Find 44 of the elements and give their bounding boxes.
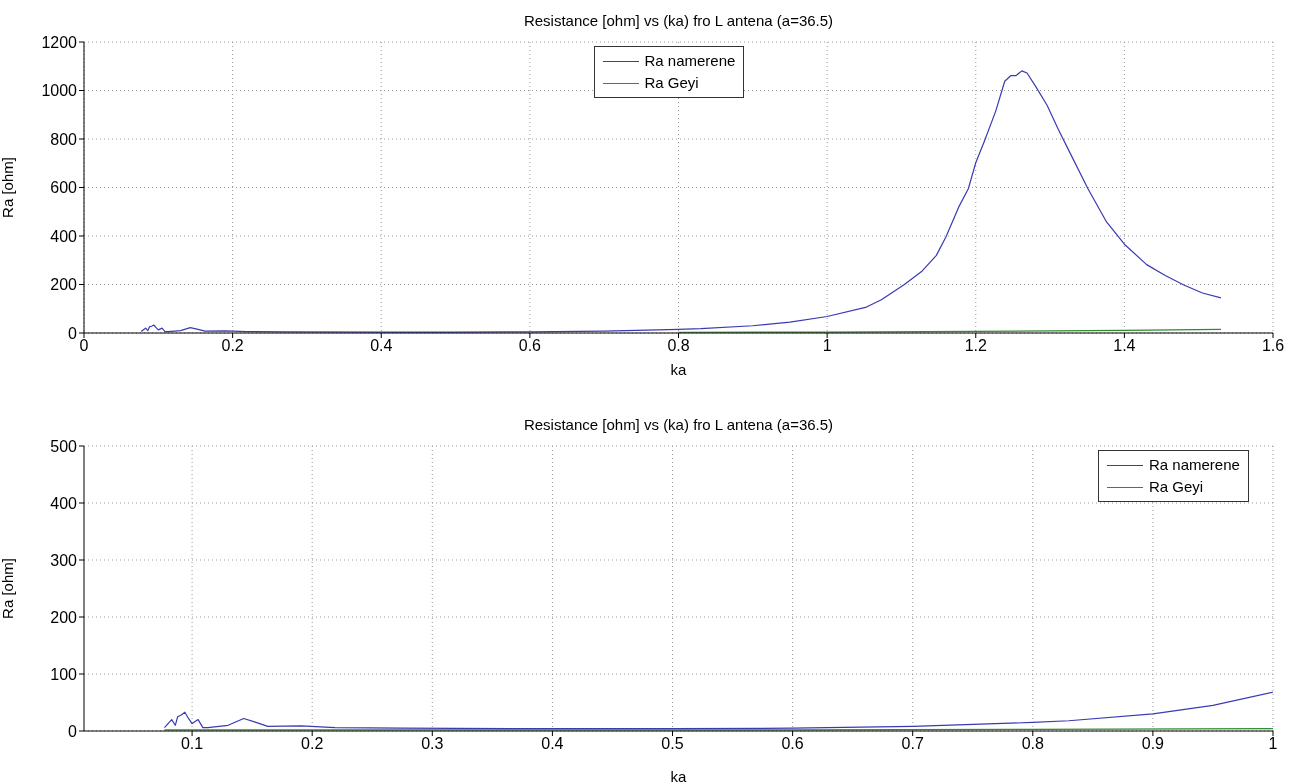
y-tick-label: 100: [50, 665, 78, 683]
line-series: [140, 70, 1222, 333]
y-tick-label: 0: [68, 324, 78, 342]
x-tick-label: 0.1: [180, 735, 204, 753]
y-tick-label: 0: [68, 722, 78, 740]
x-axis-title: ka: [670, 768, 688, 782]
x-tick-label: 0.2: [301, 735, 324, 753]
y-tick-label: 1000: [41, 82, 78, 100]
y-tick-label: 300: [50, 551, 78, 569]
y-tick-label: 200: [50, 608, 78, 626]
y-axis-title: Ra [ohm]: [0, 558, 17, 619]
y-tick-label: 200: [50, 276, 78, 294]
line-series: [163, 691, 1273, 730]
legend-label: Ra Geyi: [644, 73, 699, 93]
y-tick-label: 400: [50, 494, 78, 512]
x-tick-label: 0.6: [518, 337, 542, 355]
x-tick-label: 0.7: [901, 735, 924, 753]
x-tick-label: 1.4: [1113, 337, 1136, 355]
x-axis-title: ka: [670, 361, 688, 378]
legend-label: Ra Geyi: [1149, 477, 1204, 497]
y-tick-label: 800: [50, 130, 78, 148]
y-tick-label: 1200: [41, 33, 78, 51]
x-tick-label: 1: [1268, 735, 1278, 753]
x-tick-label: 0.8: [1021, 735, 1045, 753]
x-tick-label: 0.4: [370, 337, 393, 355]
x-tick-label: 0.9: [1141, 735, 1165, 753]
chart-title: Resistance [ohm] vs (ka) fro L antena (a=36.5): [522, 12, 835, 29]
x-tick-label: 0.3: [421, 735, 444, 753]
x-tick-label: 0: [79, 337, 89, 355]
legend-label: Ra namerene: [644, 51, 736, 71]
x-tick-label: 1.2: [964, 337, 987, 355]
y-axis-title: Ra [ohm]: [0, 157, 17, 218]
x-tick-label: 0.2: [221, 337, 244, 355]
x-tick-label: 0.8: [667, 337, 690, 355]
y-tick-label: 600: [50, 179, 78, 197]
y-tick-label: 400: [50, 227, 78, 245]
legend-label: Ra namerene: [1149, 455, 1240, 475]
x-tick-label: 0.6: [781, 735, 804, 753]
chart-title: Resistance [ohm] vs (ka) fro L antena (a=36.5): [522, 416, 835, 433]
x-tick-label: 0.4: [541, 735, 564, 753]
x-tick-label: 0.5: [661, 735, 684, 753]
x-tick-label: 1.6: [1261, 337, 1285, 355]
y-tick-label: 500: [50, 437, 78, 455]
x-tick-label: 1: [822, 337, 832, 355]
